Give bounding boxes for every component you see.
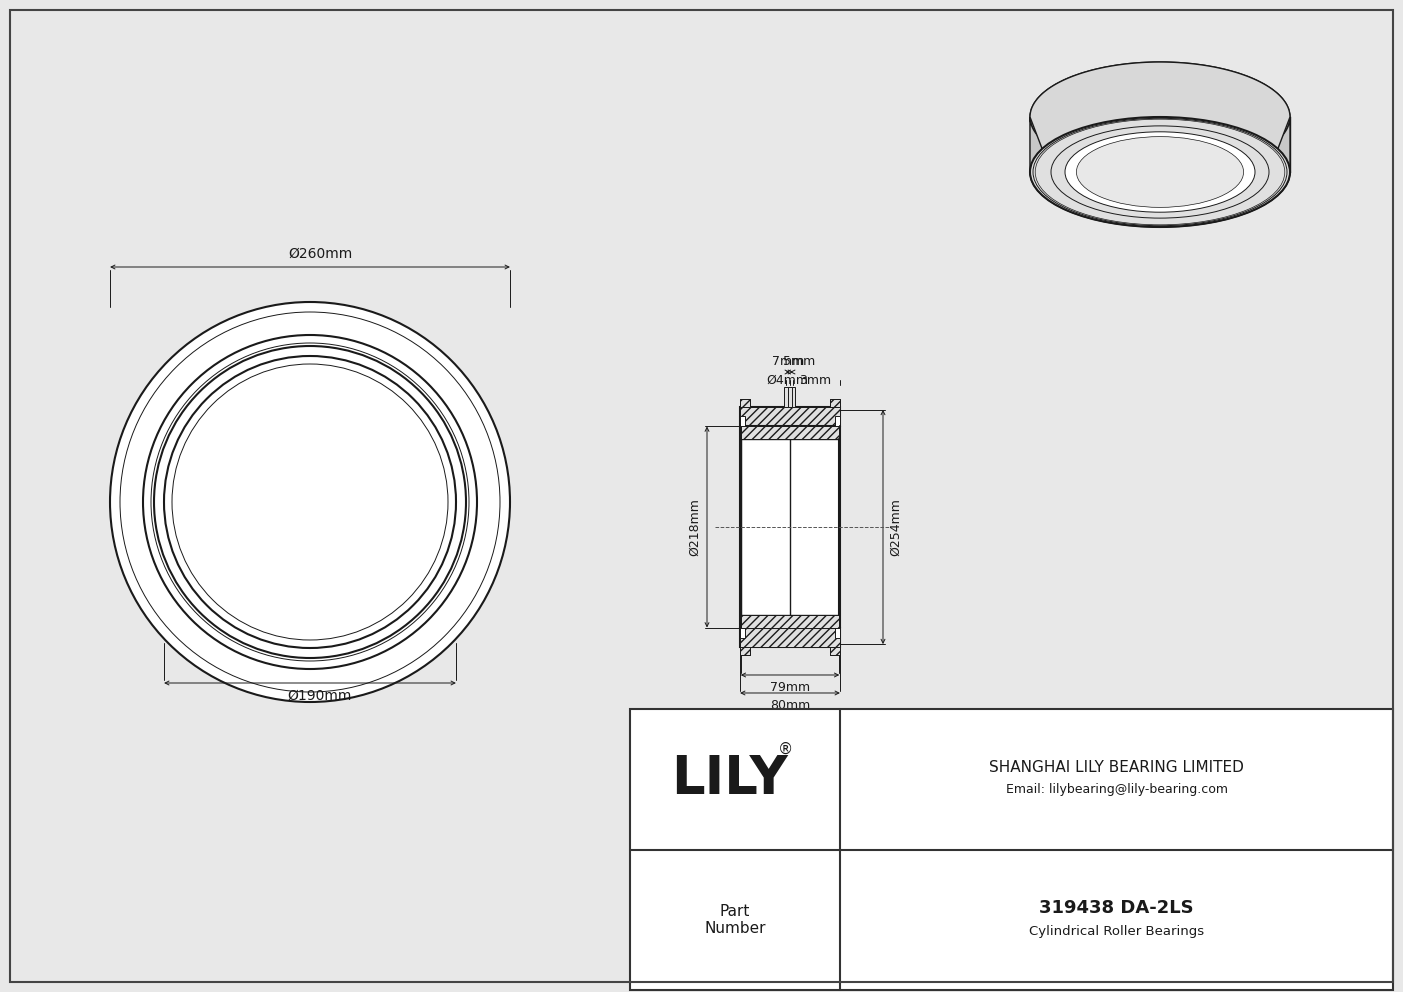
Text: 7mm: 7mm bbox=[772, 355, 804, 368]
Text: Part
Number: Part Number bbox=[704, 904, 766, 935]
Bar bbox=[739, 628, 840, 647]
Ellipse shape bbox=[1075, 80, 1246, 153]
Bar bbox=[741, 439, 839, 615]
Circle shape bbox=[109, 302, 511, 702]
Bar bbox=[831, 647, 840, 655]
Bar bbox=[831, 647, 840, 655]
Bar bbox=[739, 647, 751, 655]
Polygon shape bbox=[1030, 117, 1289, 227]
Text: 80mm: 80mm bbox=[770, 699, 810, 712]
Bar bbox=[835, 416, 840, 427]
Text: ®: ® bbox=[777, 742, 793, 757]
Ellipse shape bbox=[1065, 76, 1256, 157]
Bar bbox=[739, 399, 751, 407]
Ellipse shape bbox=[1065, 132, 1256, 212]
Ellipse shape bbox=[1030, 62, 1289, 172]
Text: SHANGHAI LILY BEARING LIMITED: SHANGHAI LILY BEARING LIMITED bbox=[989, 760, 1244, 775]
Text: Ø254mm: Ø254mm bbox=[890, 498, 902, 556]
Text: Ø190mm: Ø190mm bbox=[288, 689, 352, 703]
Bar bbox=[630, 709, 1393, 990]
Bar bbox=[739, 416, 745, 427]
Text: 79mm: 79mm bbox=[770, 681, 810, 694]
Bar bbox=[741, 615, 839, 628]
Polygon shape bbox=[1030, 62, 1289, 172]
Bar bbox=[739, 628, 745, 639]
Text: Email: lilybearing@lily-bearing.com: Email: lilybearing@lily-bearing.com bbox=[1006, 783, 1228, 796]
Bar bbox=[739, 427, 840, 628]
Polygon shape bbox=[1065, 117, 1256, 212]
Bar bbox=[784, 387, 787, 407]
Bar bbox=[739, 647, 751, 655]
Ellipse shape bbox=[1051, 70, 1268, 163]
Text: Cylindrical Roller Bearings: Cylindrical Roller Bearings bbox=[1028, 926, 1204, 938]
Text: LILY: LILY bbox=[672, 753, 788, 806]
Bar bbox=[791, 387, 796, 407]
Bar bbox=[788, 387, 791, 407]
Ellipse shape bbox=[1030, 117, 1289, 227]
Text: Ø4mm: Ø4mm bbox=[767, 374, 808, 387]
Bar bbox=[739, 628, 840, 647]
Text: Ø260mm: Ø260mm bbox=[288, 247, 352, 261]
Bar bbox=[831, 399, 840, 407]
Bar bbox=[741, 615, 839, 628]
Text: 3mm: 3mm bbox=[798, 374, 831, 387]
Text: 5mm: 5mm bbox=[783, 355, 815, 368]
Bar bbox=[835, 628, 840, 639]
Ellipse shape bbox=[1076, 137, 1243, 207]
Bar bbox=[739, 407, 840, 427]
Bar bbox=[739, 399, 751, 407]
Bar bbox=[831, 399, 840, 407]
Bar bbox=[741, 427, 839, 439]
Bar bbox=[739, 407, 840, 427]
Text: Ø218mm: Ø218mm bbox=[687, 498, 702, 556]
Bar bbox=[741, 427, 839, 439]
Text: 319438 DA-2LS: 319438 DA-2LS bbox=[1040, 899, 1194, 917]
